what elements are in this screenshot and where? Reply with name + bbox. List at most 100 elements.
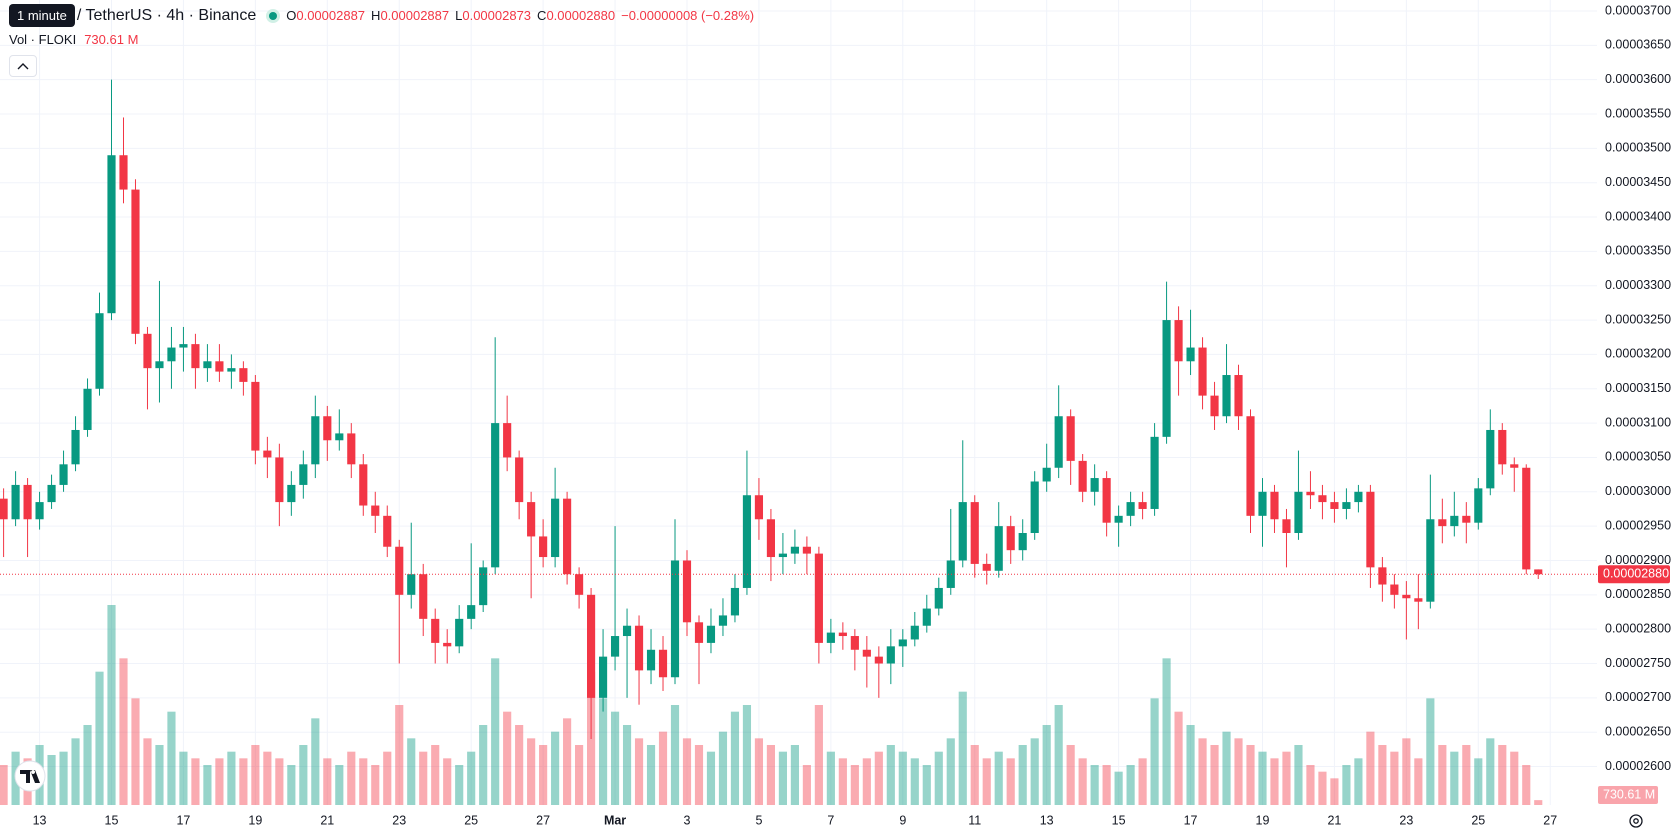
- market-status[interactable]: [266, 8, 281, 23]
- x-tick-label: 3: [684, 813, 691, 827]
- volume-bar: [1006, 758, 1015, 805]
- volume-bar: [299, 745, 308, 805]
- candle-body: [1006, 526, 1015, 551]
- y-tick-label: 0.00002950: [1605, 518, 1671, 532]
- volume-bar: [898, 751, 907, 805]
- volume-bar: [395, 705, 404, 805]
- volume-bar: [431, 745, 440, 805]
- volume-bar: [479, 725, 488, 805]
- candle-body: [1210, 395, 1219, 417]
- volume-bar: [1126, 765, 1135, 805]
- candle-body: [443, 642, 452, 647]
- volume-bar: [1450, 751, 1459, 805]
- candle-body: [850, 636, 859, 650]
- candle-body: [1174, 320, 1183, 362]
- candle-body: [479, 567, 488, 606]
- y-tick-label: 0.00003400: [1605, 209, 1671, 223]
- candle-body: [1234, 375, 1243, 417]
- volume-bar: [0, 765, 8, 805]
- symbol[interactable]: / TetherUS · 4h · Binance: [76, 6, 257, 24]
- volume-badge-label: 730.61 M: [1603, 787, 1655, 801]
- grid: [0, 0, 1597, 805]
- volume-bar: [1318, 771, 1327, 805]
- volume-bar: [1342, 765, 1351, 805]
- volume-bar: [1246, 745, 1255, 805]
- candle-body: [1018, 533, 1027, 551]
- candle-body: [119, 155, 128, 190]
- y-tick-label: 0.00003250: [1605, 312, 1671, 326]
- volume-bar: [598, 698, 608, 805]
- x-tick-label: 15: [1112, 813, 1126, 827]
- volume-bar: [1270, 758, 1279, 805]
- volume-value: 730.61 M: [84, 32, 139, 47]
- y-tick-label: 0.00003300: [1605, 278, 1671, 292]
- candle-body: [802, 546, 811, 554]
- candle-body: [71, 429, 80, 465]
- volume-bar: [191, 758, 200, 805]
- y-tick-label: 0.00003500: [1605, 141, 1671, 155]
- candle-body: [970, 502, 979, 564]
- volume-bar: [359, 758, 368, 805]
- candle-body: [1270, 491, 1279, 520]
- candle-body: [790, 546, 799, 554]
- candle-body: [874, 656, 883, 664]
- y-tick-label: 0.00003550: [1605, 106, 1671, 120]
- candle-body: [934, 587, 943, 609]
- settings-icon[interactable]: [1629, 814, 1643, 828]
- candle-body: [251, 381, 260, 451]
- candle-body: [371, 505, 380, 516]
- candle-body: [419, 574, 428, 619]
- volume-bar: [119, 658, 128, 805]
- candle-body: [503, 423, 512, 458]
- volume-bar: [1426, 698, 1435, 805]
- volume-bar: [203, 765, 212, 805]
- volume-bar: [455, 765, 464, 805]
- candle-body: [1330, 502, 1339, 509]
- y-tick-label: 0.00002750: [1605, 656, 1671, 670]
- volume-bar: [682, 738, 692, 805]
- open-label: O: [286, 8, 297, 23]
- volume-bar: [143, 738, 152, 805]
- volume-bar: [383, 751, 392, 805]
- candle-body: [35, 502, 44, 520]
- volume-bar: [251, 745, 260, 805]
- volume-bar: [790, 745, 799, 805]
- candle-body: [1318, 495, 1327, 503]
- volume-bar: [658, 731, 668, 805]
- volume-bar: [335, 765, 344, 805]
- candle-body: [1414, 598, 1423, 602]
- volume-bar: [1498, 745, 1507, 805]
- candle-body: [658, 649, 668, 678]
- candle-body: [1246, 416, 1255, 516]
- candle-body: [191, 344, 200, 369]
- candle-body: [706, 625, 716, 643]
- volume-bar: [1222, 731, 1231, 805]
- candle-body: [742, 495, 752, 588]
- candle-body: [778, 553, 787, 558]
- volume-bar: [730, 711, 740, 805]
- volume-bar: [503, 711, 512, 805]
- collapse-button[interactable]: [9, 55, 37, 77]
- tradingview-logo: [14, 760, 46, 792]
- low-value: 0.00002873: [462, 8, 532, 23]
- candle-body: [694, 622, 704, 643]
- x-tick-label: 13: [33, 813, 47, 827]
- candle-body: [1462, 515, 1471, 523]
- candle-body: [766, 519, 776, 558]
- volume-bar: [1486, 738, 1495, 805]
- volume-bar: [1078, 758, 1087, 805]
- candle-body: [946, 560, 955, 588]
- y-tick-label: 0.00003650: [1605, 38, 1671, 52]
- candle-body: [1294, 491, 1303, 534]
- candle-body: [47, 484, 56, 503]
- volume-bar: [563, 718, 572, 805]
- candle-body: [95, 313, 104, 389]
- candle-body: [1078, 460, 1087, 492]
- candle-body: [407, 574, 416, 595]
- candle-body: [347, 433, 356, 465]
- candle-body: [395, 546, 404, 595]
- x-tick-label: 7: [827, 813, 834, 827]
- candle-body: [179, 344, 188, 348]
- volume-bar: [575, 745, 584, 805]
- volume-bar: [1258, 751, 1267, 805]
